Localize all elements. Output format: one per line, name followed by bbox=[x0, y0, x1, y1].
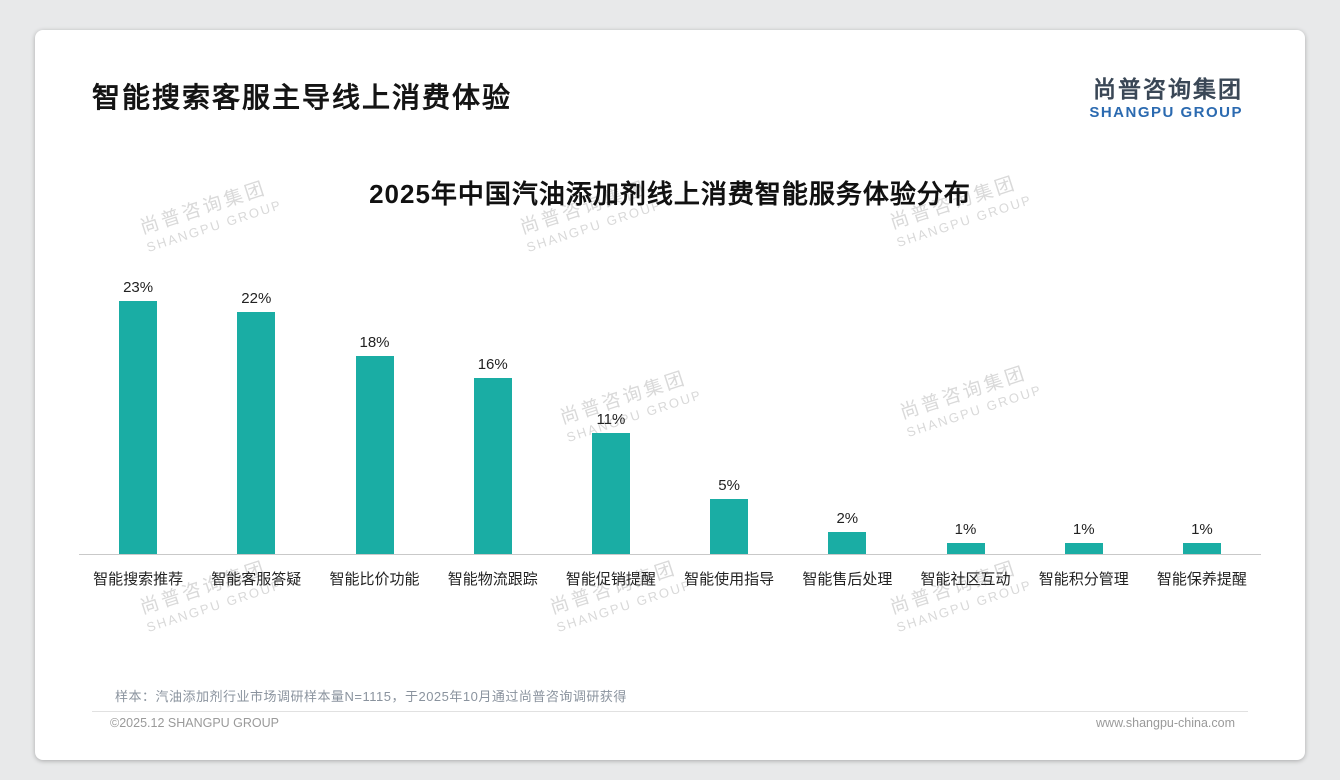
bar bbox=[355, 355, 394, 554]
bar bbox=[237, 311, 276, 554]
bar-category-label: 智能保养提醒 bbox=[1156, 570, 1247, 588]
bar-column: 18% bbox=[315, 334, 433, 554]
website-text: www.shangpu-china.com bbox=[1096, 716, 1235, 730]
bar-column: 16% bbox=[434, 356, 552, 554]
bar-value-label: 18% bbox=[359, 333, 390, 351]
bar-category-label: 智能使用指导 bbox=[684, 570, 775, 588]
bar-column: 1% bbox=[1025, 521, 1143, 554]
copyright-text: ©2025.12 SHANGPU GROUP bbox=[110, 716, 279, 730]
footer-row: ©2025.12 SHANGPU GROUP www.shangpu-china… bbox=[110, 716, 1235, 730]
bar-value-label: 1% bbox=[954, 520, 977, 538]
bar bbox=[946, 542, 985, 554]
bar-column: 23% bbox=[79, 279, 197, 554]
chart-title: 2025年中国汽油添加剂线上消费智能服务体验分布 bbox=[369, 178, 971, 209]
bar-column: 2% bbox=[788, 510, 906, 554]
bar-category-label: 智能售后处理 bbox=[802, 570, 893, 588]
bar-column: 1% bbox=[1143, 521, 1261, 554]
bar bbox=[473, 377, 512, 554]
header: 智能搜索客服主导线上消费体验 尚普咨询集团 SHANGPU GROUP bbox=[35, 30, 1305, 122]
bar-value-label: 11% bbox=[596, 410, 626, 428]
bar bbox=[828, 531, 867, 554]
bar bbox=[710, 498, 749, 554]
bar-category-label: 智能社区互动 bbox=[920, 570, 1011, 588]
bar bbox=[1064, 542, 1103, 554]
bar-category-label: 智能物流跟踪 bbox=[447, 570, 538, 588]
bar bbox=[591, 432, 630, 554]
logo-name-cn: 尚普咨询集团 bbox=[1093, 76, 1243, 102]
bar-category-label: 智能积分管理 bbox=[1038, 570, 1129, 588]
bar-column: 5% bbox=[670, 477, 788, 554]
bar-value-label: 2% bbox=[836, 509, 859, 527]
bar-value-label: 22% bbox=[241, 289, 272, 307]
page-title: 智能搜索客服主导线上消费体验 bbox=[92, 82, 513, 113]
sample-note: 样本：汽油添加剂行业市场调研样本量N=1115，于2025年10月通过尚普咨询调… bbox=[115, 689, 627, 704]
bar-value-label: 1% bbox=[1072, 520, 1095, 538]
footer-divider bbox=[92, 711, 1248, 712]
bar-column: 11% bbox=[552, 411, 670, 554]
logo-name-en: SHANGPU GROUP bbox=[1089, 104, 1243, 122]
bar-value-label: 1% bbox=[1191, 520, 1213, 538]
bar-value-label: 23% bbox=[123, 278, 154, 296]
bar-value-label: 5% bbox=[718, 476, 740, 494]
bar-chart: 23% 22% 18% 16% 11% 5% 2% 1% 1% 1% 智能搜索推荐 智能客服答疑 智能… bbox=[35, 275, 1305, 589]
bar bbox=[1182, 542, 1221, 554]
company-logo: 尚普咨询集团 SHANGPU GROUP bbox=[1089, 76, 1243, 122]
bar-category-label: 智能比价功能 bbox=[329, 570, 420, 588]
bar-category-label: 智能促销提醒 bbox=[565, 570, 656, 588]
bar-category-label: 智能客服答疑 bbox=[211, 570, 302, 588]
bar-category-labels: 智能搜索推荐 智能客服答疑 智能比价功能 智能物流跟踪 智能促销提醒 智能使用指导 智能售后… bbox=[79, 555, 1261, 589]
bar-value-label: 16% bbox=[477, 355, 508, 373]
slide-card: 尚普咨询集团 SHANGPU GROUP 尚普咨询集团 SHANGPU GROU… bbox=[35, 30, 1305, 760]
bar-column: 22% bbox=[197, 290, 315, 554]
bar-category-label: 智能搜索推荐 bbox=[93, 570, 184, 588]
bar-column: 1% bbox=[906, 521, 1024, 554]
bar bbox=[119, 300, 158, 554]
bar-columns: 23% 22% 18% 16% 11% 5% 2% 1% 1% 1% bbox=[79, 275, 1261, 555]
